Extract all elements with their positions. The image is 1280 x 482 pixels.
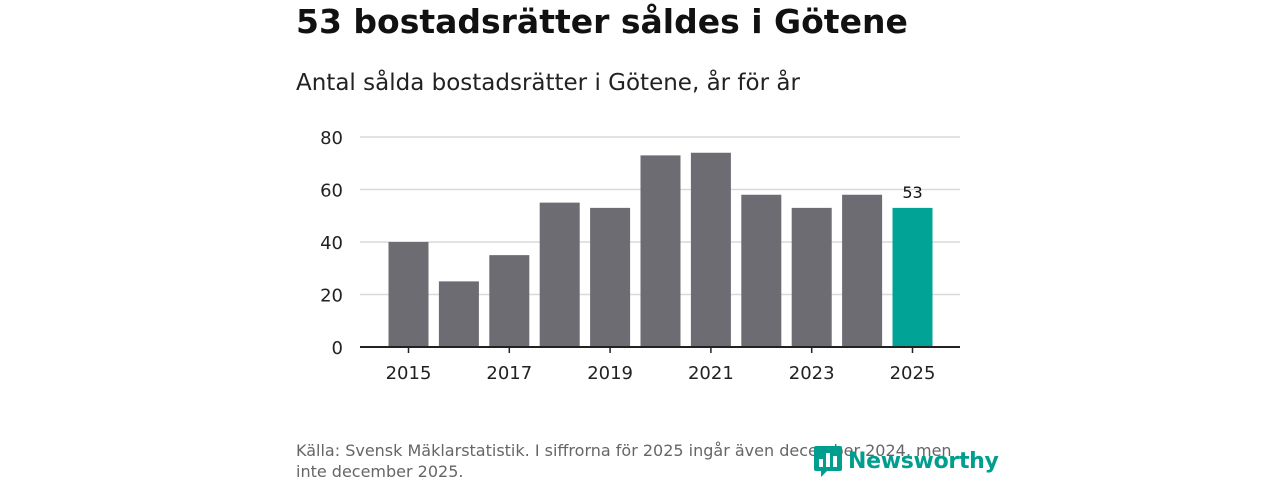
- y-tick-label: 0: [332, 338, 343, 359]
- bar: [842, 194, 883, 347]
- y-tick-label: 20: [320, 286, 343, 307]
- x-tick-label: 2017: [486, 363, 532, 384]
- brand-name: Newsworthy: [848, 448, 999, 474]
- y-tick-label: 60: [320, 181, 343, 202]
- bar: [892, 207, 933, 347]
- y-tick-label: 80: [320, 128, 343, 149]
- bar: [640, 155, 681, 347]
- bar: [438, 281, 479, 347]
- bar: [741, 194, 782, 347]
- headline: 53 bostadsrätter såldes i Götene: [296, 2, 908, 41]
- x-tick-label: 2023: [789, 363, 835, 384]
- bar: [690, 152, 731, 347]
- bar-chart-speech-icon: [814, 446, 842, 477]
- x-tick-label: 2021: [688, 363, 734, 384]
- bar-chart: 0 20 40 60 80 2015 2017 2019 2021 2023 2025 53: [320, 128, 960, 384]
- y-tick-label: 40: [320, 233, 343, 254]
- bar: [590, 207, 631, 347]
- x-tick-label: 2019: [587, 363, 633, 384]
- source-note: Källa: Svensk Mäklarstatistik. I siffror…: [296, 441, 952, 481]
- bar: [539, 202, 580, 347]
- data-label: 53: [902, 183, 922, 202]
- bar: [791, 207, 832, 347]
- x-tick-label: 2015: [386, 363, 432, 384]
- bar: [489, 255, 530, 347]
- chart-title: Antal sålda bostadsrätter i Götene, år f…: [296, 70, 800, 96]
- newsworthy-logo[interactable]: Newsworthy: [813, 444, 999, 478]
- bar: [388, 242, 429, 347]
- x-tick-label: 2025: [890, 363, 936, 384]
